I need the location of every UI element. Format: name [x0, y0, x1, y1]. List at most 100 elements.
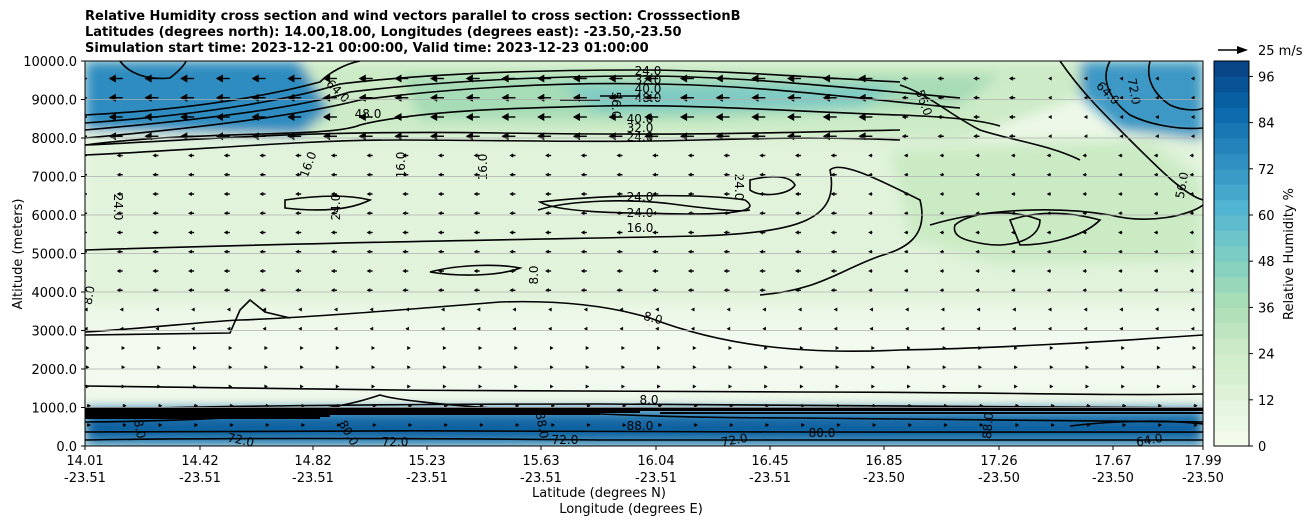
- wind-vector-head: [85, 346, 90, 350]
- wind-vector-head: [868, 269, 872, 273]
- wind-vector-head: [830, 211, 835, 216]
- wind-vector-head: [116, 268, 121, 274]
- wind-vector-head: [652, 230, 656, 235]
- wind-vector-head: [1046, 192, 1051, 196]
- colorbar-tick-label: 36: [1258, 301, 1275, 316]
- wind-vector-head: [687, 249, 692, 254]
- colorbar-band: [1214, 307, 1249, 324]
- wind-vector-head: [116, 211, 121, 216]
- contour-label: 16.0: [476, 154, 490, 181]
- wind-vector-head: [723, 230, 728, 235]
- wind-vector-head: [728, 346, 733, 350]
- contour-label: 32.0: [635, 73, 662, 87]
- contour-label: 8.0: [639, 393, 658, 407]
- contour-label: 72.0: [226, 430, 255, 449]
- wind-vector-head: [512, 326, 516, 331]
- wind-vector-head: [264, 384, 268, 389]
- wind-vector-head: [1015, 423, 1020, 427]
- wind-vector-head: [407, 365, 411, 370]
- wind-vector-head: [476, 326, 481, 331]
- wind-vector-head: [215, 74, 223, 83]
- x-tick-lon: -23.51: [292, 471, 334, 486]
- wind-vector-head: [687, 268, 692, 274]
- wind-vector-head: [116, 191, 121, 197]
- wind-vector-head: [215, 113, 223, 121]
- wind-vector-head: [726, 326, 731, 331]
- wind-vector-head: [333, 307, 338, 312]
- wind-vector-head: [514, 365, 518, 370]
- wind-vector-head: [837, 423, 841, 427]
- wind-vector-head: [369, 307, 374, 312]
- wind-vector-head: [295, 288, 299, 293]
- colorbar-frame: [1213, 60, 1250, 447]
- contour-label: 80.0: [809, 426, 836, 440]
- wind-vector-head: [1011, 192, 1015, 196]
- wind-vector-head: [550, 346, 554, 350]
- contour-label: 24.0: [635, 64, 662, 78]
- wind-vector-head: [903, 249, 908, 254]
- wind-vector-head: [1048, 76, 1052, 81]
- wind-vector-head: [619, 326, 624, 331]
- wind-vector-head: [73, 113, 80, 121]
- contour-label: 72.0: [720, 431, 749, 449]
- contour-label: 88.0: [130, 411, 148, 440]
- contour-label: 88.0: [980, 412, 996, 440]
- wind-vector-head: [652, 268, 656, 274]
- wind-vector-head: [799, 384, 804, 389]
- x-tick-lat: 14.42: [181, 454, 218, 469]
- wind-vector-head: [259, 268, 264, 274]
- wind-vector-head: [262, 307, 267, 312]
- wind-vector-head: [978, 365, 982, 370]
- colorbar-tick-label: 24: [1258, 348, 1275, 363]
- colorbar-tick-label: 84: [1258, 117, 1275, 132]
- wind-vector-head: [259, 211, 264, 216]
- wind-vector-head: [287, 113, 295, 121]
- wind-vector-head: [1083, 307, 1088, 312]
- wind-vector-head: [473, 230, 478, 235]
- wind-vector-head: [509, 230, 514, 235]
- x-axis-label-lon: Longitude (degrees E): [559, 502, 703, 517]
- wind-vector-head: [223, 288, 228, 293]
- wind-vector-head: [366, 230, 371, 235]
- wind-vector-head: [1083, 326, 1088, 331]
- wind-vector-head: [1118, 211, 1122, 216]
- quiver-key-arrowhead: [1237, 46, 1248, 54]
- wind-vector-head: [438, 153, 442, 158]
- wind-vector-head: [1121, 346, 1125, 350]
- wind-vector-head: [478, 384, 483, 389]
- wind-vector-head: [295, 211, 299, 216]
- wind-vector-head: [1155, 134, 1159, 139]
- wind-vector-head: [81, 230, 85, 234]
- wind-vector-head: [1189, 153, 1194, 158]
- wind-vector-head: [81, 192, 85, 196]
- wind-vector-head: [1194, 423, 1198, 427]
- wind-vector-head: [262, 326, 267, 331]
- x-tick-lat: 14.01: [66, 454, 103, 469]
- wind-vector-head: [223, 172, 228, 177]
- wind-vector-head: [473, 249, 478, 254]
- wind-vector-head: [795, 191, 799, 197]
- wind-vector-head: [121, 365, 126, 370]
- wind-vector-head: [121, 346, 126, 350]
- wind-vector-head: [545, 153, 549, 158]
- wind-vector-head: [868, 153, 872, 158]
- wind-vector-head: [871, 365, 875, 370]
- wind-vector-head: [478, 365, 483, 370]
- wind-vector-head: [1155, 76, 1159, 81]
- contour-label: 48.0: [635, 91, 662, 105]
- x-tick-lon: -23.51: [406, 471, 448, 486]
- wind-vector-head: [1014, 384, 1018, 389]
- quiver-key-label: 25 m/s: [1258, 44, 1303, 59]
- wind-vector-head: [901, 76, 906, 81]
- wind-vector-head: [723, 268, 728, 274]
- wind-vector-head: [223, 249, 228, 254]
- wind-vector-head: [358, 74, 366, 83]
- wind-vector-head: [1194, 403, 1198, 408]
- wind-vector-head: [759, 172, 764, 177]
- wind-vector-head: [835, 346, 840, 350]
- wind-vector-head: [322, 113, 331, 121]
- wind-vector-head: [1190, 95, 1195, 100]
- colorbar-band: [1214, 122, 1249, 139]
- wind-vector-head: [728, 365, 733, 370]
- wind-vector-head: [438, 211, 442, 216]
